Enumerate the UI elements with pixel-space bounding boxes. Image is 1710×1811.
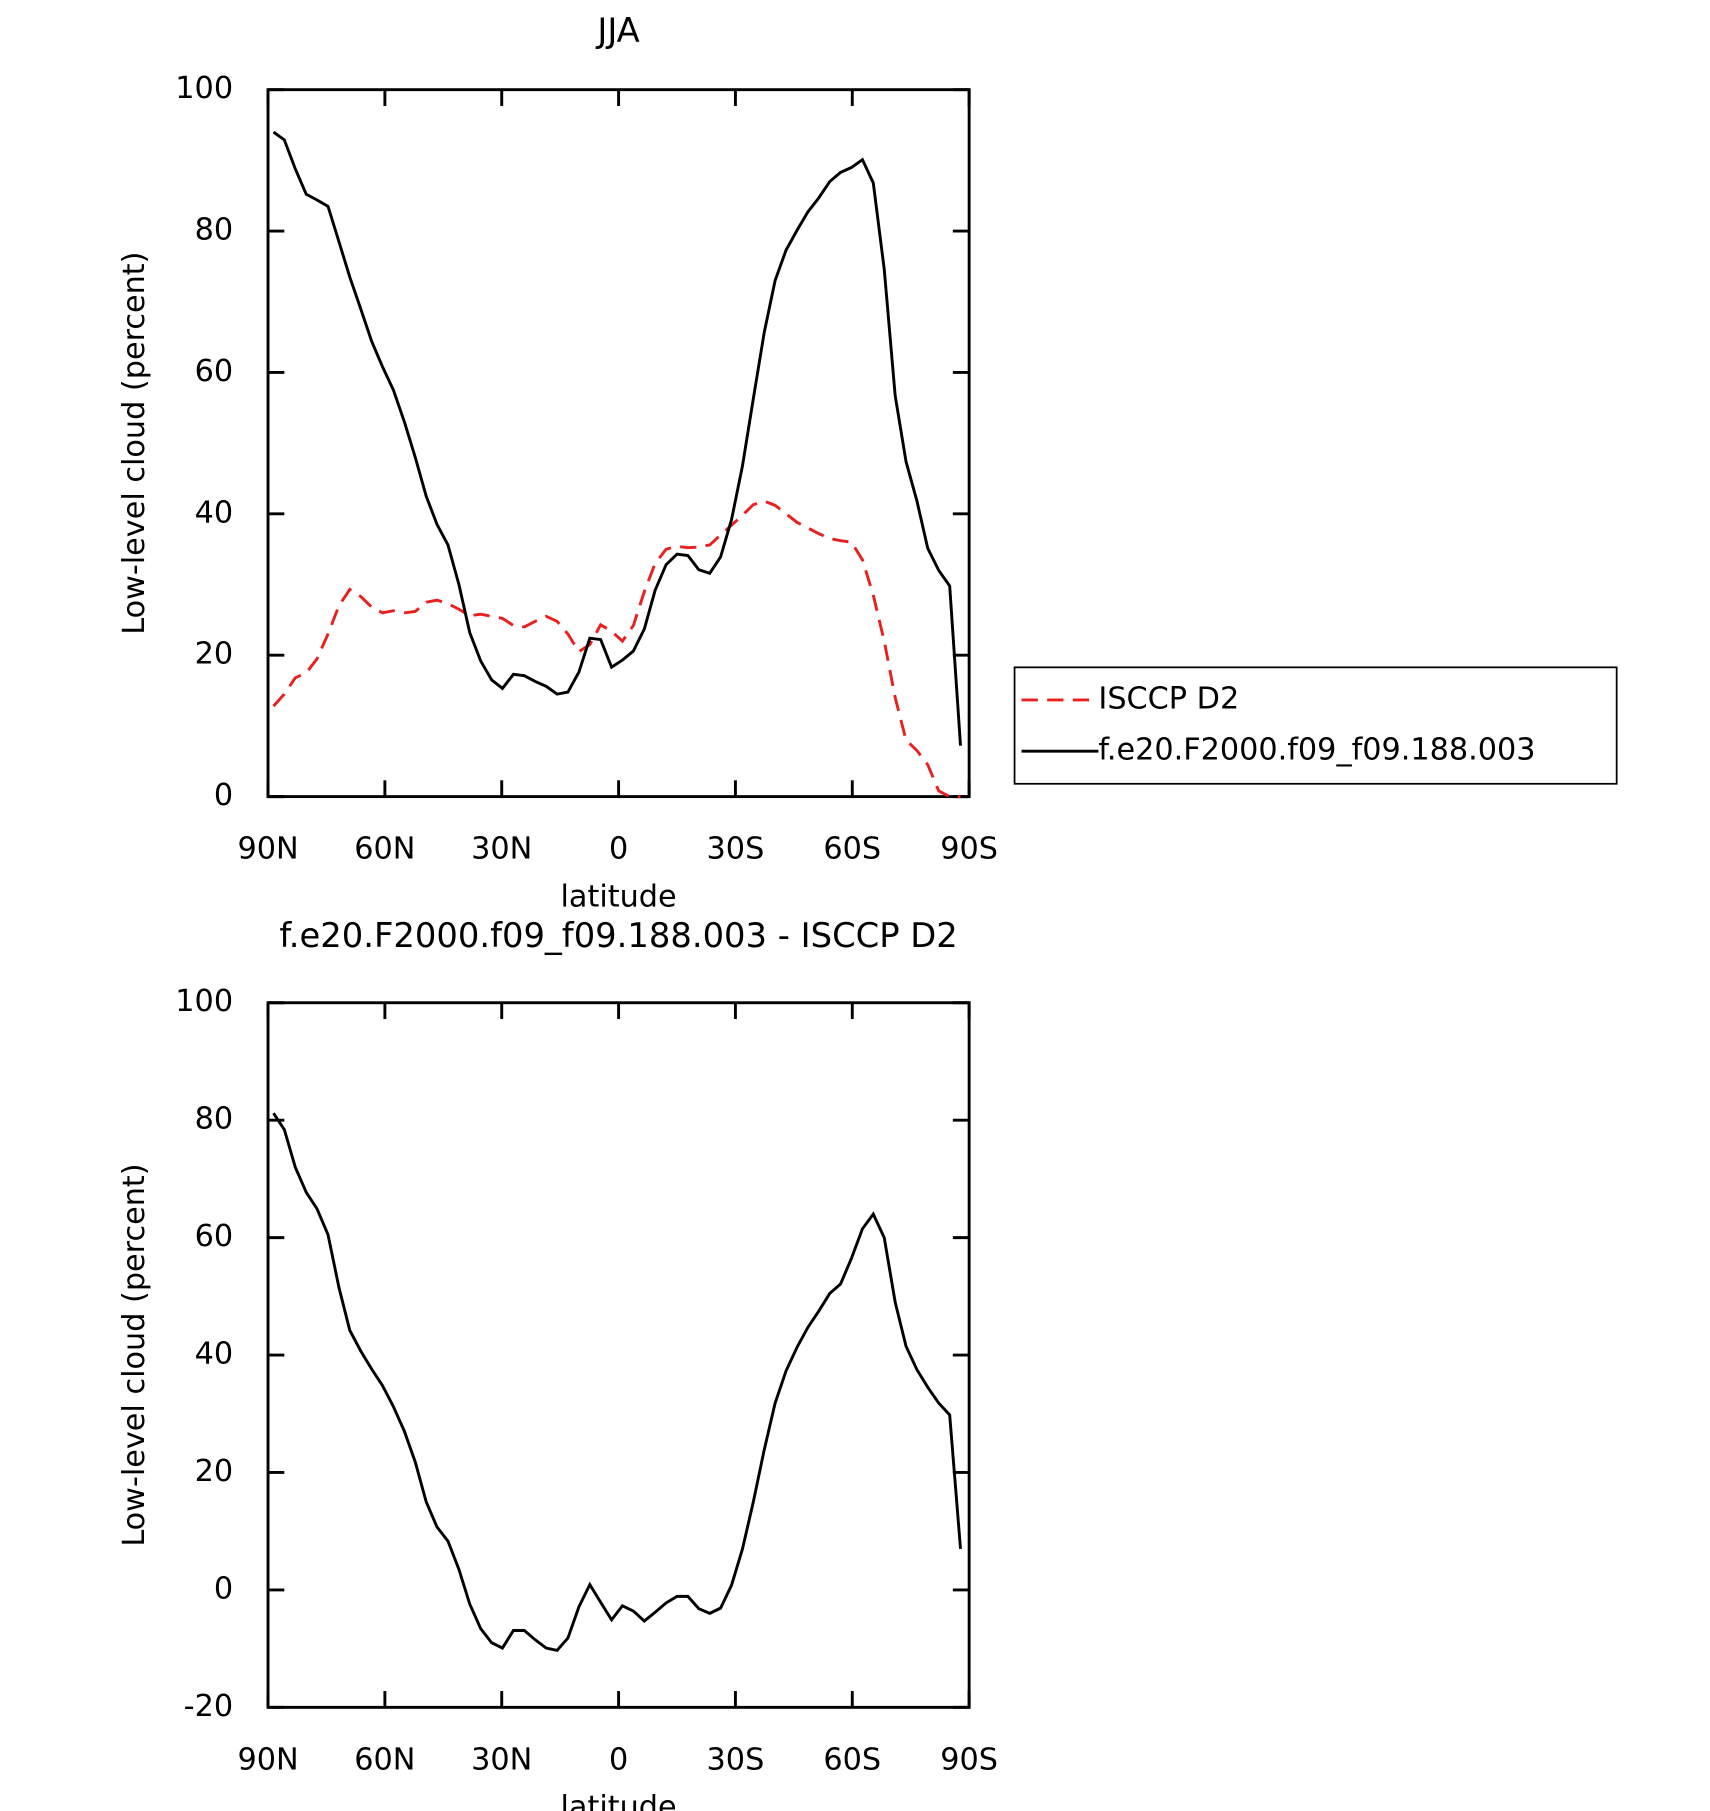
- y-tick-label: 60: [195, 354, 234, 389]
- y-tick-label: 100: [175, 984, 233, 1019]
- y-tick-label: -20: [184, 1689, 233, 1724]
- y-tick-label: 40: [195, 495, 234, 530]
- legend-box: [1013, 666, 1618, 785]
- y-axis-label: Low-level cloud (percent): [117, 252, 152, 635]
- x-tick-label: 60S: [823, 832, 881, 867]
- x-tick-label: 90S: [940, 1742, 998, 1777]
- x-tick-label: 30S: [707, 832, 765, 867]
- y-tick-label: 20: [195, 1454, 234, 1489]
- x-tick-label: 0: [609, 832, 628, 867]
- plot-frame: [266, 1001, 971, 1709]
- x-tick-label: 30N: [471, 832, 532, 867]
- data-line: [272, 499, 961, 799]
- x-axis-label: latitude: [561, 879, 677, 914]
- legend-label: f.e20.F2000.f09_f09.188.003: [1098, 733, 1535, 768]
- y-tick-label: 40: [195, 1337, 234, 1372]
- y-tick-label: 0: [214, 778, 233, 813]
- y-tick-label: 80: [195, 1102, 234, 1137]
- chart-title: JJA: [595, 11, 639, 50]
- y-axis-label: Low-level cloud (percent): [117, 1163, 152, 1546]
- y-tick-label: 100: [175, 71, 233, 106]
- chart-title: f.e20.F2000.f09_f09.188.003 - ISCCP D2: [279, 916, 957, 955]
- x-tick-label: 90N: [237, 1742, 298, 1777]
- x-tick-label: 90N: [237, 832, 298, 867]
- y-tick-label: 80: [195, 213, 234, 248]
- y-tick-label: 60: [195, 1219, 234, 1254]
- y-tick-label: 0: [214, 1571, 233, 1606]
- x-tick-label: 60N: [354, 1742, 415, 1777]
- data-line: [272, 1112, 962, 1652]
- data-line: [272, 130, 962, 746]
- x-tick-label: 30N: [471, 1742, 532, 1777]
- x-tick-label: 0: [609, 1742, 628, 1777]
- legend-label: ISCCP D2: [1098, 681, 1239, 716]
- x-tick-label: 30S: [707, 1742, 765, 1777]
- plot-frame: [266, 88, 971, 799]
- x-tick-label: 60N: [354, 832, 415, 867]
- x-tick-label: 90S: [940, 832, 998, 867]
- x-axis-label: latitude: [561, 1790, 677, 1811]
- y-tick-label: 20: [195, 637, 234, 672]
- x-tick-label: 60S: [823, 1742, 881, 1777]
